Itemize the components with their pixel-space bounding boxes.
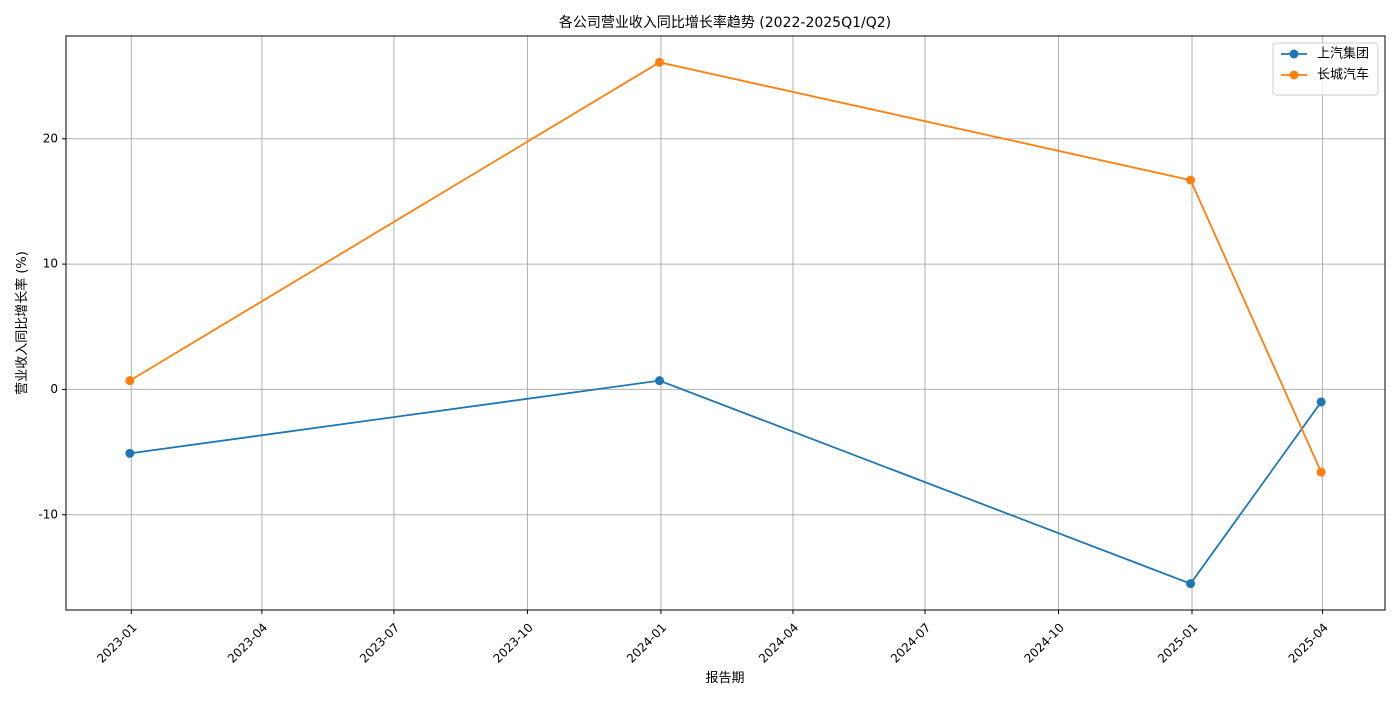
legend-label: 上汽集团 — [1317, 46, 1369, 62]
x-tick-label: 2025-04 — [1286, 620, 1331, 665]
series-group — [125, 57, 1326, 589]
x-tick-label: 2023-10 — [490, 620, 535, 665]
series-1 — [125, 376, 1326, 589]
x-tick-label: 2024-07 — [888, 620, 933, 665]
grid — [66, 36, 1385, 610]
data-point — [654, 376, 664, 386]
series-2 — [125, 57, 1326, 477]
x-tick-label: 2023-04 — [225, 620, 270, 665]
legend-marker — [1289, 49, 1299, 59]
x-tick-label: 2024-01 — [624, 620, 669, 665]
series-line — [129, 379, 1322, 585]
x-tick-label: 2023-01 — [94, 620, 139, 665]
x-axis-label: 报告期 — [705, 671, 744, 686]
y-tick-label: 10 — [43, 257, 58, 271]
data-point — [125, 376, 135, 386]
data-point — [1316, 467, 1326, 477]
legend-item: 上汽集团 — [1281, 46, 1369, 62]
x-tick-label: 2023-07 — [357, 620, 402, 665]
x-tick-label: 2024-04 — [756, 620, 801, 665]
y-axis-label: 营业收入同比增长率 (%) — [14, 251, 30, 395]
legend-marker — [1289, 70, 1299, 80]
axes: 2023-01 2023-04 2023-07 2023-10 2024-01 2024-… — [38, 35, 1386, 666]
y-tick-label: 20 — [43, 131, 58, 145]
x-tick-label: 2025-01 — [1155, 620, 1200, 665]
legend-label: 长城汽车 — [1317, 67, 1369, 83]
series-line — [129, 61, 1322, 473]
data-point — [125, 448, 135, 458]
legend-box — [1272, 42, 1379, 96]
data-point — [1186, 579, 1196, 589]
y-tick-label: 0 — [50, 382, 58, 396]
legend-item: 长城汽车 — [1281, 67, 1369, 83]
x-tick-label: 2024-10 — [1022, 620, 1067, 665]
data-point — [1316, 397, 1326, 407]
data-point — [654, 57, 664, 67]
plot-frame — [65, 35, 1386, 611]
data-point — [1186, 175, 1196, 185]
chart-title: 各公司营业收入同比增长率趋势 (2022-2025Q1/Q2) — [559, 14, 891, 31]
y-tick-label: -10 — [38, 507, 58, 521]
